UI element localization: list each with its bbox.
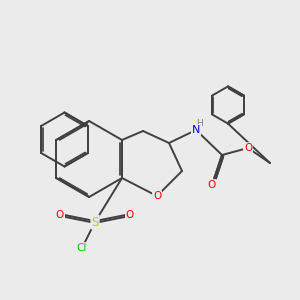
Text: O: O [56,210,64,220]
Text: H: H [196,119,203,128]
Text: O: O [244,143,252,153]
Text: N: N [192,125,200,135]
Text: O: O [208,180,216,190]
Text: Cl: Cl [77,243,87,253]
Text: O: O [153,191,161,201]
Text: O: O [126,210,134,220]
Text: S: S [91,215,99,229]
